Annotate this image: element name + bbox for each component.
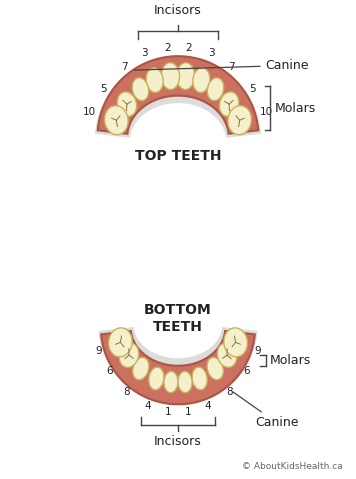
- Text: 5: 5: [249, 84, 255, 94]
- Ellipse shape: [178, 371, 192, 393]
- Text: 3: 3: [208, 48, 214, 58]
- Ellipse shape: [105, 106, 128, 135]
- Text: TOP TEETH: TOP TEETH: [135, 149, 221, 163]
- Ellipse shape: [146, 68, 163, 92]
- Polygon shape: [98, 327, 258, 404]
- Text: 7: 7: [229, 62, 235, 72]
- Text: Incisors: Incisors: [154, 4, 202, 17]
- Ellipse shape: [161, 63, 179, 90]
- Ellipse shape: [133, 357, 149, 380]
- Polygon shape: [95, 56, 261, 138]
- Ellipse shape: [219, 92, 239, 116]
- Text: 2: 2: [185, 43, 192, 53]
- Text: 10: 10: [260, 107, 273, 117]
- Text: 4: 4: [145, 401, 151, 411]
- Text: © AboutKidsHealth.ca: © AboutKidsHealth.ca: [242, 462, 343, 471]
- Polygon shape: [98, 56, 258, 134]
- Text: 8: 8: [226, 387, 233, 397]
- Ellipse shape: [119, 343, 139, 367]
- Text: 9: 9: [254, 346, 261, 356]
- Ellipse shape: [164, 371, 178, 393]
- Text: 8: 8: [123, 387, 130, 397]
- Ellipse shape: [132, 78, 149, 101]
- Ellipse shape: [207, 357, 223, 380]
- Text: 1: 1: [184, 407, 191, 417]
- Text: 3: 3: [142, 48, 148, 58]
- Ellipse shape: [109, 328, 132, 357]
- Text: 7: 7: [121, 62, 127, 72]
- Text: 10: 10: [83, 107, 96, 117]
- Text: Molars: Molars: [274, 102, 316, 114]
- Text: 6: 6: [106, 366, 113, 376]
- Text: Molars: Molars: [270, 354, 311, 367]
- Ellipse shape: [193, 68, 210, 92]
- Ellipse shape: [177, 63, 195, 90]
- Text: BOTTOM
TEETH: BOTTOM TEETH: [144, 303, 212, 333]
- Ellipse shape: [117, 92, 137, 116]
- Ellipse shape: [217, 343, 237, 367]
- Text: 5: 5: [101, 84, 107, 94]
- Ellipse shape: [207, 78, 224, 101]
- Ellipse shape: [149, 367, 164, 390]
- Text: Incisors: Incisors: [154, 435, 202, 448]
- Text: 1: 1: [165, 407, 172, 417]
- Polygon shape: [101, 331, 255, 404]
- Text: 4: 4: [205, 401, 211, 411]
- Ellipse shape: [192, 367, 207, 390]
- Text: 2: 2: [164, 43, 171, 53]
- Ellipse shape: [224, 328, 247, 357]
- Text: 9: 9: [95, 346, 102, 356]
- Ellipse shape: [228, 106, 251, 135]
- Text: Canine: Canine: [232, 392, 299, 429]
- Text: 6: 6: [243, 366, 250, 376]
- Text: Canine: Canine: [134, 59, 309, 72]
